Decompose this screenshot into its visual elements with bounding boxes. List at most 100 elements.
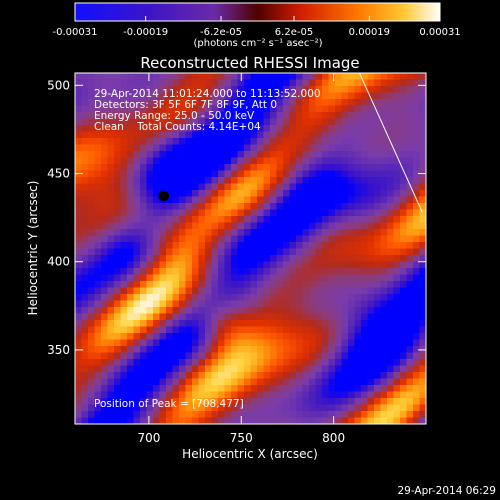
heatmap-cell	[166, 138, 174, 146]
heatmap-cell	[231, 235, 239, 243]
heatmap-cell	[419, 131, 426, 139]
heatmap-cell	[127, 216, 135, 224]
heatmap-cell	[159, 346, 167, 354]
heatmap-cell	[159, 281, 167, 289]
heatmap-cell	[140, 313, 148, 321]
heatmap-cell	[250, 105, 258, 113]
heatmap-cell	[374, 216, 382, 224]
heatmap-cell	[270, 398, 278, 406]
heatmap-cell	[413, 242, 421, 250]
heatmap-cell	[244, 144, 252, 152]
heatmap-cell	[257, 300, 265, 308]
heatmap-cell	[172, 209, 180, 217]
heatmap-cell	[133, 352, 141, 360]
heatmap-cell	[244, 307, 252, 315]
heatmap-cell	[296, 372, 304, 380]
heatmap-cell	[367, 339, 375, 347]
heatmap-cell	[270, 261, 278, 269]
heatmap-cell	[166, 391, 174, 399]
heatmap-cell	[413, 183, 421, 191]
heatmap-cell	[348, 99, 356, 107]
heatmap-cell	[120, 372, 128, 380]
heatmap-cell	[406, 242, 414, 250]
heatmap-cell	[302, 411, 310, 419]
heatmap-cell	[289, 125, 297, 133]
heatmap-cell	[302, 417, 310, 424]
heatmap-cell	[387, 391, 395, 399]
heatmap-cell	[361, 209, 369, 217]
heatmap-cell	[120, 183, 128, 191]
heatmap-cell	[218, 346, 226, 354]
heatmap-cell	[231, 287, 239, 295]
heatmap-cell	[348, 391, 356, 399]
heatmap-cell	[224, 79, 232, 87]
heatmap-cell	[283, 346, 291, 354]
heatmap-cell	[127, 287, 135, 295]
heatmap-cell	[374, 105, 382, 113]
heatmap-cell	[146, 333, 154, 341]
heatmap-cell	[133, 118, 141, 126]
heatmap-cell	[419, 359, 426, 367]
heatmap-cell	[172, 229, 180, 237]
heatmap-cell	[419, 391, 426, 399]
heatmap-cell	[263, 222, 271, 230]
heatmap-cell	[218, 216, 226, 224]
colorbar-frame	[74, 2, 441, 22]
heatmap-cell	[302, 372, 310, 380]
heatmap-cell	[257, 385, 265, 393]
heatmap-cell	[179, 131, 187, 139]
heatmap-cell	[192, 391, 200, 399]
heatmap-cell	[133, 411, 141, 419]
heatmap-cell	[211, 313, 219, 321]
heatmap-cell	[263, 326, 271, 334]
heatmap-cell	[133, 417, 141, 424]
heatmap-cell	[88, 326, 96, 334]
heatmap-cell	[361, 307, 369, 315]
heatmap-cell	[198, 99, 206, 107]
heatmap-cell	[322, 190, 330, 198]
heatmap-cell	[419, 417, 426, 424]
heatmap-cell	[322, 73, 330, 81]
heatmap-cell	[237, 99, 245, 107]
heatmap-cell	[153, 261, 161, 269]
heatmap-cell	[88, 398, 96, 406]
heatmap-cell	[348, 274, 356, 282]
heatmap-cell	[237, 391, 245, 399]
heatmap-cell	[133, 404, 141, 412]
heatmap-cell	[263, 131, 271, 139]
heatmap-cell	[380, 281, 388, 289]
heatmap-cell	[400, 346, 408, 354]
heatmap-cell	[185, 170, 193, 178]
heatmap-cell	[153, 196, 161, 204]
heatmap-cell	[289, 365, 297, 373]
heatmap-cell	[88, 138, 96, 146]
heatmap-cell	[205, 391, 213, 399]
heatmap-cell	[283, 352, 291, 360]
heatmap-cell	[205, 229, 213, 237]
heatmap-cell	[140, 118, 148, 126]
heatmap-cell	[153, 365, 161, 373]
heatmap-cell	[244, 281, 252, 289]
heatmap-cell	[94, 73, 102, 81]
heatmap-cell	[335, 287, 343, 295]
heatmap-cell	[283, 105, 291, 113]
heatmap-cell	[400, 398, 408, 406]
heatmap-cell	[283, 73, 291, 81]
heatmap-cell	[153, 313, 161, 321]
heatmap-cell	[185, 391, 193, 399]
heatmap-cell	[309, 404, 317, 412]
heatmap-cell	[159, 151, 167, 159]
heatmap-cell	[335, 131, 343, 139]
heatmap-cell	[413, 268, 421, 276]
heatmap-cell	[354, 313, 362, 321]
heatmap-cell	[380, 138, 388, 146]
heatmap-cell	[302, 144, 310, 152]
heatmap-cell	[413, 307, 421, 315]
heatmap-cell	[328, 79, 336, 87]
heatmap-cell	[341, 138, 349, 146]
heatmap-cell	[166, 352, 174, 360]
heatmap-cell	[127, 417, 135, 424]
heatmap-cell	[276, 222, 284, 230]
heatmap-cell	[276, 151, 284, 159]
heatmap-cell	[276, 385, 284, 393]
